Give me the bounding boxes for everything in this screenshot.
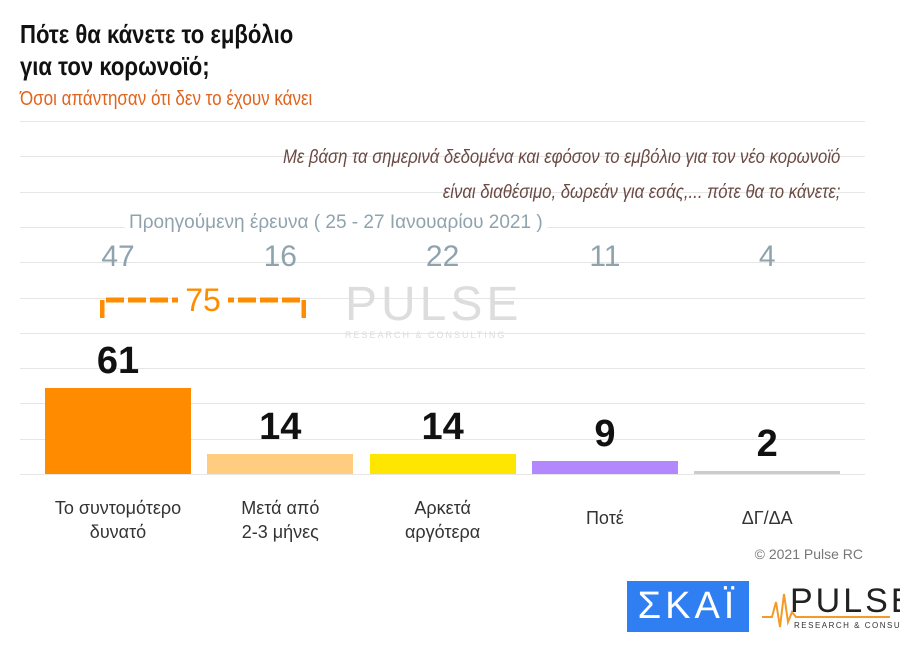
skai-logo: ΣΚΑΪ [627, 581, 749, 632]
category-label-line: ΔΓ/ΔΑ [741, 508, 793, 528]
value-label: 14 [421, 406, 464, 449]
category-label-line: δυνατό [89, 522, 147, 542]
chart-title: Πότε θα κάνετε το εμβόλιο για τον κορωνοϊ… [20, 18, 293, 82]
category-label: Ποτέ [532, 506, 678, 530]
category-label-line: 2-3 μήνες [241, 522, 319, 542]
value-label: 9 [594, 413, 616, 456]
gridline [20, 332, 865, 334]
previous-value-label: 16 [263, 240, 297, 273]
watermark-subtext: RESEARCH & CONSULTING [345, 330, 507, 340]
category-label: Μετά από 2-3 μήνες [207, 496, 353, 544]
gridline [20, 121, 865, 122]
category-label-line: Μετά από [241, 498, 320, 518]
question-text: Με βάση τα σημερινά δεδομένα και εφόσον … [283, 140, 840, 210]
previous-value-label: 47 [101, 240, 135, 273]
watermark: PULSE RESEARCH & CONSULTING [345, 280, 522, 341]
previous-survey-label: Προηγούμενη έρευνα ( 25 - 27 Ιανουαρίου … [125, 212, 547, 234]
gridline [20, 262, 865, 264]
bar [369, 454, 516, 474]
title-line-1: Πότε θα κάνετε το εμβόλιο [20, 19, 294, 49]
gridline [20, 156, 865, 158]
copyright: © 2021 Pulse RC [754, 546, 863, 562]
previous-value-label: 22 [425, 240, 460, 273]
bar [531, 461, 678, 474]
svg-text:RESEARCH & CONSULTING: RESEARCH & CONSULTING [794, 621, 900, 630]
gridline [20, 474, 865, 475]
watermark-text: PULSE [345, 278, 523, 331]
category-label-line: αργότερα [405, 522, 481, 542]
gridline [20, 297, 865, 299]
gridline [20, 438, 865, 440]
gridline [20, 368, 865, 370]
category-label: ΔΓ/ΔΑ [694, 506, 840, 530]
gridline [20, 403, 865, 405]
value-label: 2 [756, 423, 778, 465]
category-label: Αρκετά αργότερα [370, 496, 516, 544]
category-label-line: Ποτέ [585, 508, 624, 528]
gridline [20, 191, 865, 193]
bar [45, 387, 191, 474]
question-line-1: Με βάση τα σημερινά δεδομένα και εφόσον … [282, 147, 840, 168]
previous-value-label: 4 [758, 240, 776, 273]
chart-subtitle: Όσοι απάντησαν ότι δεν το έχουν κάνει [20, 88, 313, 110]
question-line-2: είναι διαθέσιμο, δωρεάν για εσάς,... πότ… [442, 182, 840, 203]
bar [207, 454, 354, 474]
previous-value-label: 11 [589, 240, 621, 273]
value-label: 61 [96, 339, 140, 382]
svg-text:PULSE: PULSE [790, 582, 900, 620]
category-label: Το συντομότερο δυνατό [45, 496, 191, 544]
bar [694, 471, 841, 474]
bracket-total: 75 [178, 282, 228, 319]
category-label-line: Το συντομότερο [54, 498, 182, 518]
category-label-line: Αρκετά [414, 498, 471, 518]
title-line-2: για τον κορωνοϊό; [20, 51, 210, 81]
value-label: 14 [259, 406, 302, 449]
